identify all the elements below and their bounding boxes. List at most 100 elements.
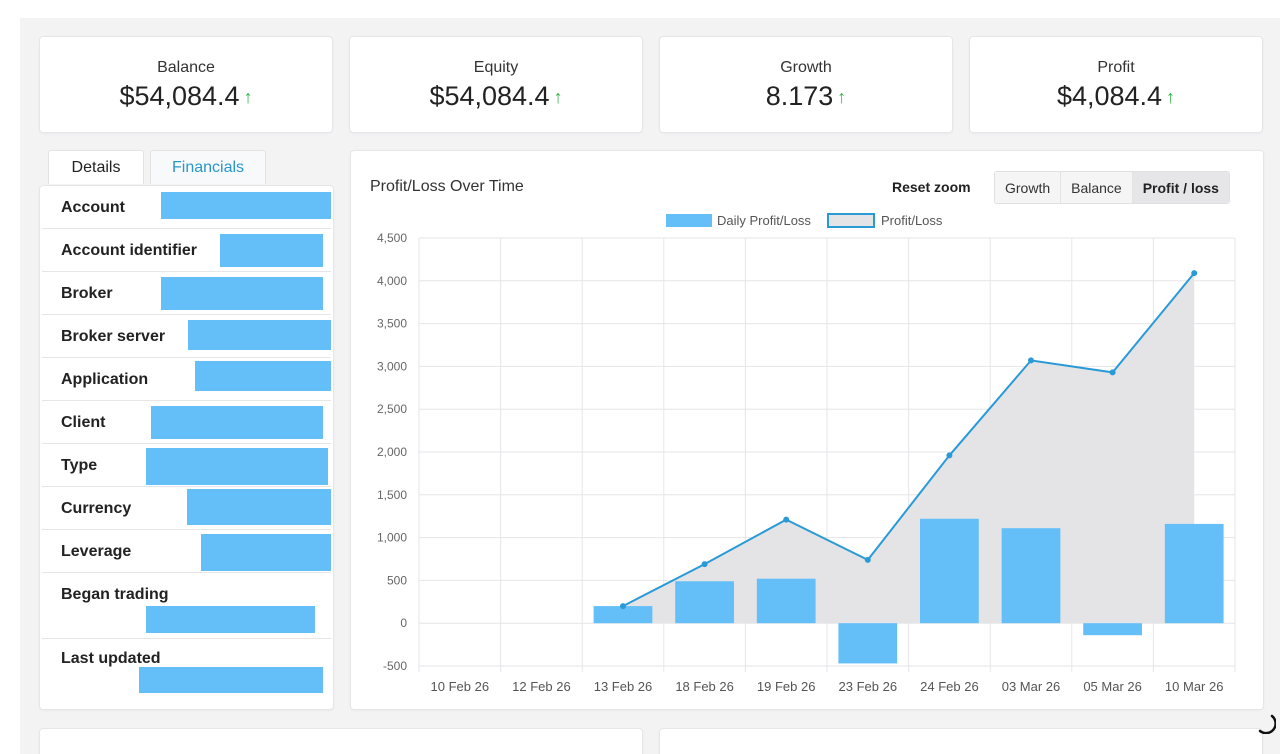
equity-label: Equity (473, 59, 519, 76)
detail-label: Account (61, 199, 125, 216)
x-tick-label: 19 Feb 26 (757, 679, 816, 694)
redacted-value (161, 192, 331, 219)
daily-profit-bar (756, 578, 816, 624)
profit-value: $4,084.4 ↑ (1056, 81, 1176, 111)
redacted-value (220, 234, 323, 267)
detail-label: Broker server (61, 328, 166, 345)
detail-label: Currency (61, 500, 132, 517)
daily-profit-bar (1083, 623, 1142, 636)
detail-row-account-identifier: Account identifier (42, 229, 331, 272)
y-tick-label: 1,500 (377, 488, 407, 502)
tab-financials[interactable]: Financials (150, 150, 266, 184)
daily-profit-bar (1001, 528, 1061, 624)
detail-row-currency: Currency (42, 487, 331, 530)
detail-label: Began trading (61, 586, 169, 603)
y-tick-label: 500 (387, 573, 407, 587)
y-tick-label: 2,000 (377, 445, 407, 459)
balance-card: Balance $54,084.4 ↑ (39, 36, 333, 133)
detail-label: Broker (61, 285, 113, 302)
daily-profit-bar (593, 606, 653, 624)
y-tick-label: 2,500 (377, 402, 407, 416)
equity-value: $54,084.4 ↑ (429, 81, 563, 111)
detail-row-broker: Broker (42, 272, 331, 315)
y-tick-label: 1,000 (377, 531, 407, 545)
redacted-value (188, 320, 331, 350)
chart-mode-toggle: Growth Balance Profit / loss (994, 171, 1230, 204)
loading-spinner-icon (1258, 714, 1276, 734)
bottom-card-left (39, 728, 643, 754)
daily-profit-bar (1164, 523, 1224, 624)
y-tick-label: -500 (383, 659, 407, 673)
profit-loss-point (701, 561, 708, 568)
x-tick-label: 03 Mar 26 (1002, 679, 1061, 694)
detail-row-last-updated: Last updated (42, 639, 331, 693)
x-tick-label: 05 Mar 26 (1083, 679, 1142, 694)
redacted-value (195, 361, 331, 391)
redacted-value (146, 606, 315, 633)
bottom-card-right (659, 728, 1263, 754)
tab-details[interactable]: Details (48, 150, 144, 184)
reset-zoom-button[interactable]: Reset zoom (892, 179, 971, 195)
redacted-value (151, 406, 323, 439)
x-tick-label: 18 Feb 26 (675, 679, 734, 694)
legend-label-cumulative: Profit/Loss (881, 213, 943, 228)
daily-profit-bar (675, 581, 734, 624)
profit-loss-point (783, 516, 790, 523)
arrow-up-icon: ↑ (243, 87, 253, 107)
daily-profit-bar (838, 623, 898, 664)
redacted-value (187, 489, 331, 525)
detail-row-broker-server: Broker server (42, 315, 331, 358)
y-tick-label: 4,000 (377, 274, 407, 288)
detail-label: Client (61, 414, 106, 431)
growth-value: 8.173 ↑ (765, 81, 847, 111)
profit-loss-line (622, 272, 1195, 607)
balance-button[interactable]: Balance (1061, 172, 1133, 203)
detail-row-client: Client (42, 401, 331, 444)
y-tick-label: 0 (400, 616, 407, 630)
detail-label: Leverage (61, 543, 132, 560)
arrow-up-icon: ↑ (1166, 87, 1176, 107)
y-tick-label: 4,500 (377, 231, 407, 245)
x-tick-label: 24 Feb 26 (920, 679, 979, 694)
profit-loss-point (864, 556, 871, 563)
detail-row-account: Account (42, 186, 331, 229)
detail-row-leverage: Leverage (42, 530, 331, 573)
profit-loss-chart[interactable]: -500 0 500 1,000 1,500 2,000 2,500 3,000 3,500 4,… (351, 151, 1265, 711)
growth-card: Growth 8.173 ↑ (659, 36, 953, 133)
profit-card: Profit $4,084.4 ↑ (969, 36, 1263, 133)
arrow-up-icon: ↑ (837, 87, 847, 107)
detail-label: Application (61, 371, 149, 388)
y-tick-label: 3,500 (377, 317, 407, 331)
redacted-value (201, 534, 331, 571)
x-tick-label: 23 Feb 26 (839, 679, 898, 694)
detail-label: Last updated (61, 650, 161, 667)
profit-loss-point (1109, 369, 1116, 376)
profit-loss-point (620, 603, 626, 610)
x-tick-label: 10 Feb 26 (431, 679, 490, 694)
x-tick-label: 10 Mar 26 (1165, 679, 1224, 694)
balance-label: Balance (157, 59, 215, 76)
legend-swatch-daily (666, 214, 712, 227)
arrow-up-icon: ↑ (553, 87, 563, 107)
y-tick-label: 3,000 (377, 359, 407, 373)
growth-label: Growth (780, 59, 832, 76)
profit-label: Profit (1097, 59, 1135, 76)
profit-loss-point (1191, 270, 1198, 277)
chart-title: Profit/Loss Over Time (370, 178, 524, 195)
profit-loss-point (946, 452, 953, 459)
redacted-value (146, 448, 328, 485)
detail-label: Account identifier (61, 242, 198, 259)
details-panel: Account Account identifier Broker Broker… (39, 185, 334, 710)
profit-loss-button[interactable]: Profit / loss (1132, 172, 1229, 203)
detail-row-type: Type (42, 444, 331, 487)
equity-card: Equity $54,084.4 ↑ (349, 36, 643, 133)
profit-loss-point (1028, 357, 1034, 364)
growth-button[interactable]: Growth (995, 172, 1062, 203)
chart-card: Profit/Loss Over Time Reset zoom Growth … (350, 150, 1264, 710)
x-tick-label: 12 Feb 26 (512, 679, 571, 694)
legend-swatch-cumulative (827, 213, 875, 228)
detail-row-application: Application (42, 358, 331, 401)
redacted-value (161, 277, 323, 310)
detail-row-began-trading: Began trading (42, 573, 331, 639)
balance-value: $54,084.4 ↑ (119, 81, 253, 111)
